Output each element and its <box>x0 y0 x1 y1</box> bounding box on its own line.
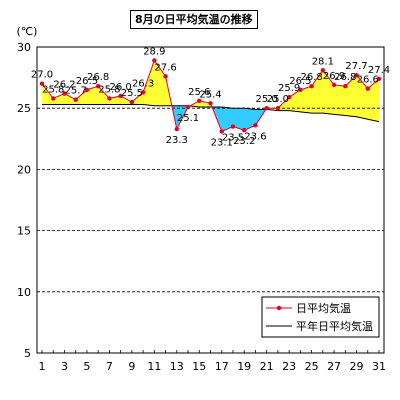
data-point <box>264 106 269 111</box>
y-tick-label-30: 30 <box>17 41 31 54</box>
x-tick-label-7: 7 <box>106 360 113 373</box>
x-tick-label-3: 3 <box>61 360 68 373</box>
data-point <box>230 124 236 129</box>
data-point <box>62 91 67 96</box>
data-point <box>309 83 314 89</box>
data-point <box>152 58 157 63</box>
x-tick-label-13: 13 <box>170 360 184 373</box>
data-point <box>51 96 56 101</box>
data-label: 26.3 <box>132 78 154 89</box>
below-normal-fill <box>172 105 266 132</box>
x-tick-label-23: 23 <box>282 360 296 373</box>
y-tick-label-25: 25 <box>17 102 31 115</box>
data-point <box>197 98 202 104</box>
data-point <box>320 68 326 73</box>
data-label: 26.6 <box>357 75 379 86</box>
data-label: 23.5 <box>222 133 244 144</box>
x-tick-label-29: 29 <box>350 360 364 373</box>
data-label: 26.8 <box>87 72 109 83</box>
data-point <box>73 97 78 102</box>
y-tick-label-5: 5 <box>24 347 31 360</box>
data-point <box>208 101 213 106</box>
y-tick-label-15: 15 <box>17 225 31 238</box>
data-label: 25.1 <box>177 113 199 124</box>
x-tick-label-11: 11 <box>147 360 161 373</box>
data-label: 25.9 <box>278 83 300 94</box>
x-tick-label-27: 27 <box>327 360 341 373</box>
x-tick-label-31: 31 <box>372 360 386 373</box>
data-point <box>95 83 101 89</box>
data-point <box>185 104 191 110</box>
x-tick-label-19: 19 <box>237 360 251 373</box>
data-label: 27.0 <box>31 70 53 81</box>
x-tick-label-9: 9 <box>128 360 135 373</box>
data-label: 23.1 <box>211 137 233 148</box>
data-point <box>140 90 146 95</box>
data-point <box>129 99 135 105</box>
normal-temperature-line <box>42 104 380 123</box>
data-point <box>107 96 112 101</box>
data-label: 26.2 <box>53 80 75 91</box>
data-point <box>354 72 359 78</box>
data-label: 27.6 <box>154 62 176 73</box>
above-normal-fill <box>42 60 379 122</box>
data-label: 27.7 <box>345 61 367 72</box>
data-label: 23.6 <box>244 131 266 142</box>
data-point <box>39 81 45 86</box>
data-label: 28.1 <box>312 56 334 67</box>
data-point <box>298 87 303 93</box>
legend-label-normal: 平年日平均気温 <box>296 319 373 333</box>
data-point <box>376 76 382 82</box>
data-label: 25.0 <box>256 94 278 105</box>
data-label: 27.4 <box>368 65 390 76</box>
data-label: 25.8 <box>42 84 64 95</box>
data-point <box>84 87 90 93</box>
data-point <box>219 129 224 134</box>
y-axis-label: (℃) <box>17 25 38 38</box>
data-label: 25.5 <box>121 88 143 99</box>
data-label: 25.8 <box>98 84 120 95</box>
x-tick-label-17: 17 <box>215 360 229 373</box>
data-point <box>365 86 370 91</box>
x-tick-label-21: 21 <box>260 360 274 373</box>
legend-marker-daily <box>276 305 282 311</box>
data-label: 26.0 <box>110 82 132 93</box>
data-label: 26.5 <box>76 76 98 87</box>
data-label: 26.8 <box>334 72 356 83</box>
x-tick-label-1: 1 <box>39 360 46 373</box>
data-label: 23.3 <box>166 135 188 146</box>
data-label: 25.4 <box>199 89 221 100</box>
data-point <box>343 83 348 89</box>
y-tick-label-20: 20 <box>17 163 31 176</box>
data-label: 26.5 <box>289 76 311 87</box>
y-tick-label-10: 10 <box>17 286 31 299</box>
data-point <box>163 74 168 79</box>
chart-title: 8月の日平均気温の推移 <box>130 10 258 29</box>
x-tick-label-25: 25 <box>305 360 319 373</box>
legend-box <box>261 296 380 338</box>
legend-label-daily: 日平均気温 <box>296 301 351 315</box>
data-point <box>331 82 337 88</box>
data-point <box>286 94 292 100</box>
data-label: 28.9 <box>143 46 165 57</box>
data-label: 26.8 <box>300 72 322 83</box>
x-tick-label-15: 15 <box>192 360 206 373</box>
data-label: 25.6 <box>188 87 210 98</box>
data-point <box>253 123 258 128</box>
data-point <box>118 93 123 99</box>
x-tick-label-5: 5 <box>83 360 90 373</box>
data-point <box>275 106 281 111</box>
data-point <box>174 126 179 132</box>
data-label: 25.0 <box>267 94 289 105</box>
data-label: 23.2 <box>233 136 255 147</box>
data-label: 26.9 <box>323 71 345 82</box>
data-label: 25.7 <box>65 86 87 97</box>
data-point <box>242 128 247 133</box>
